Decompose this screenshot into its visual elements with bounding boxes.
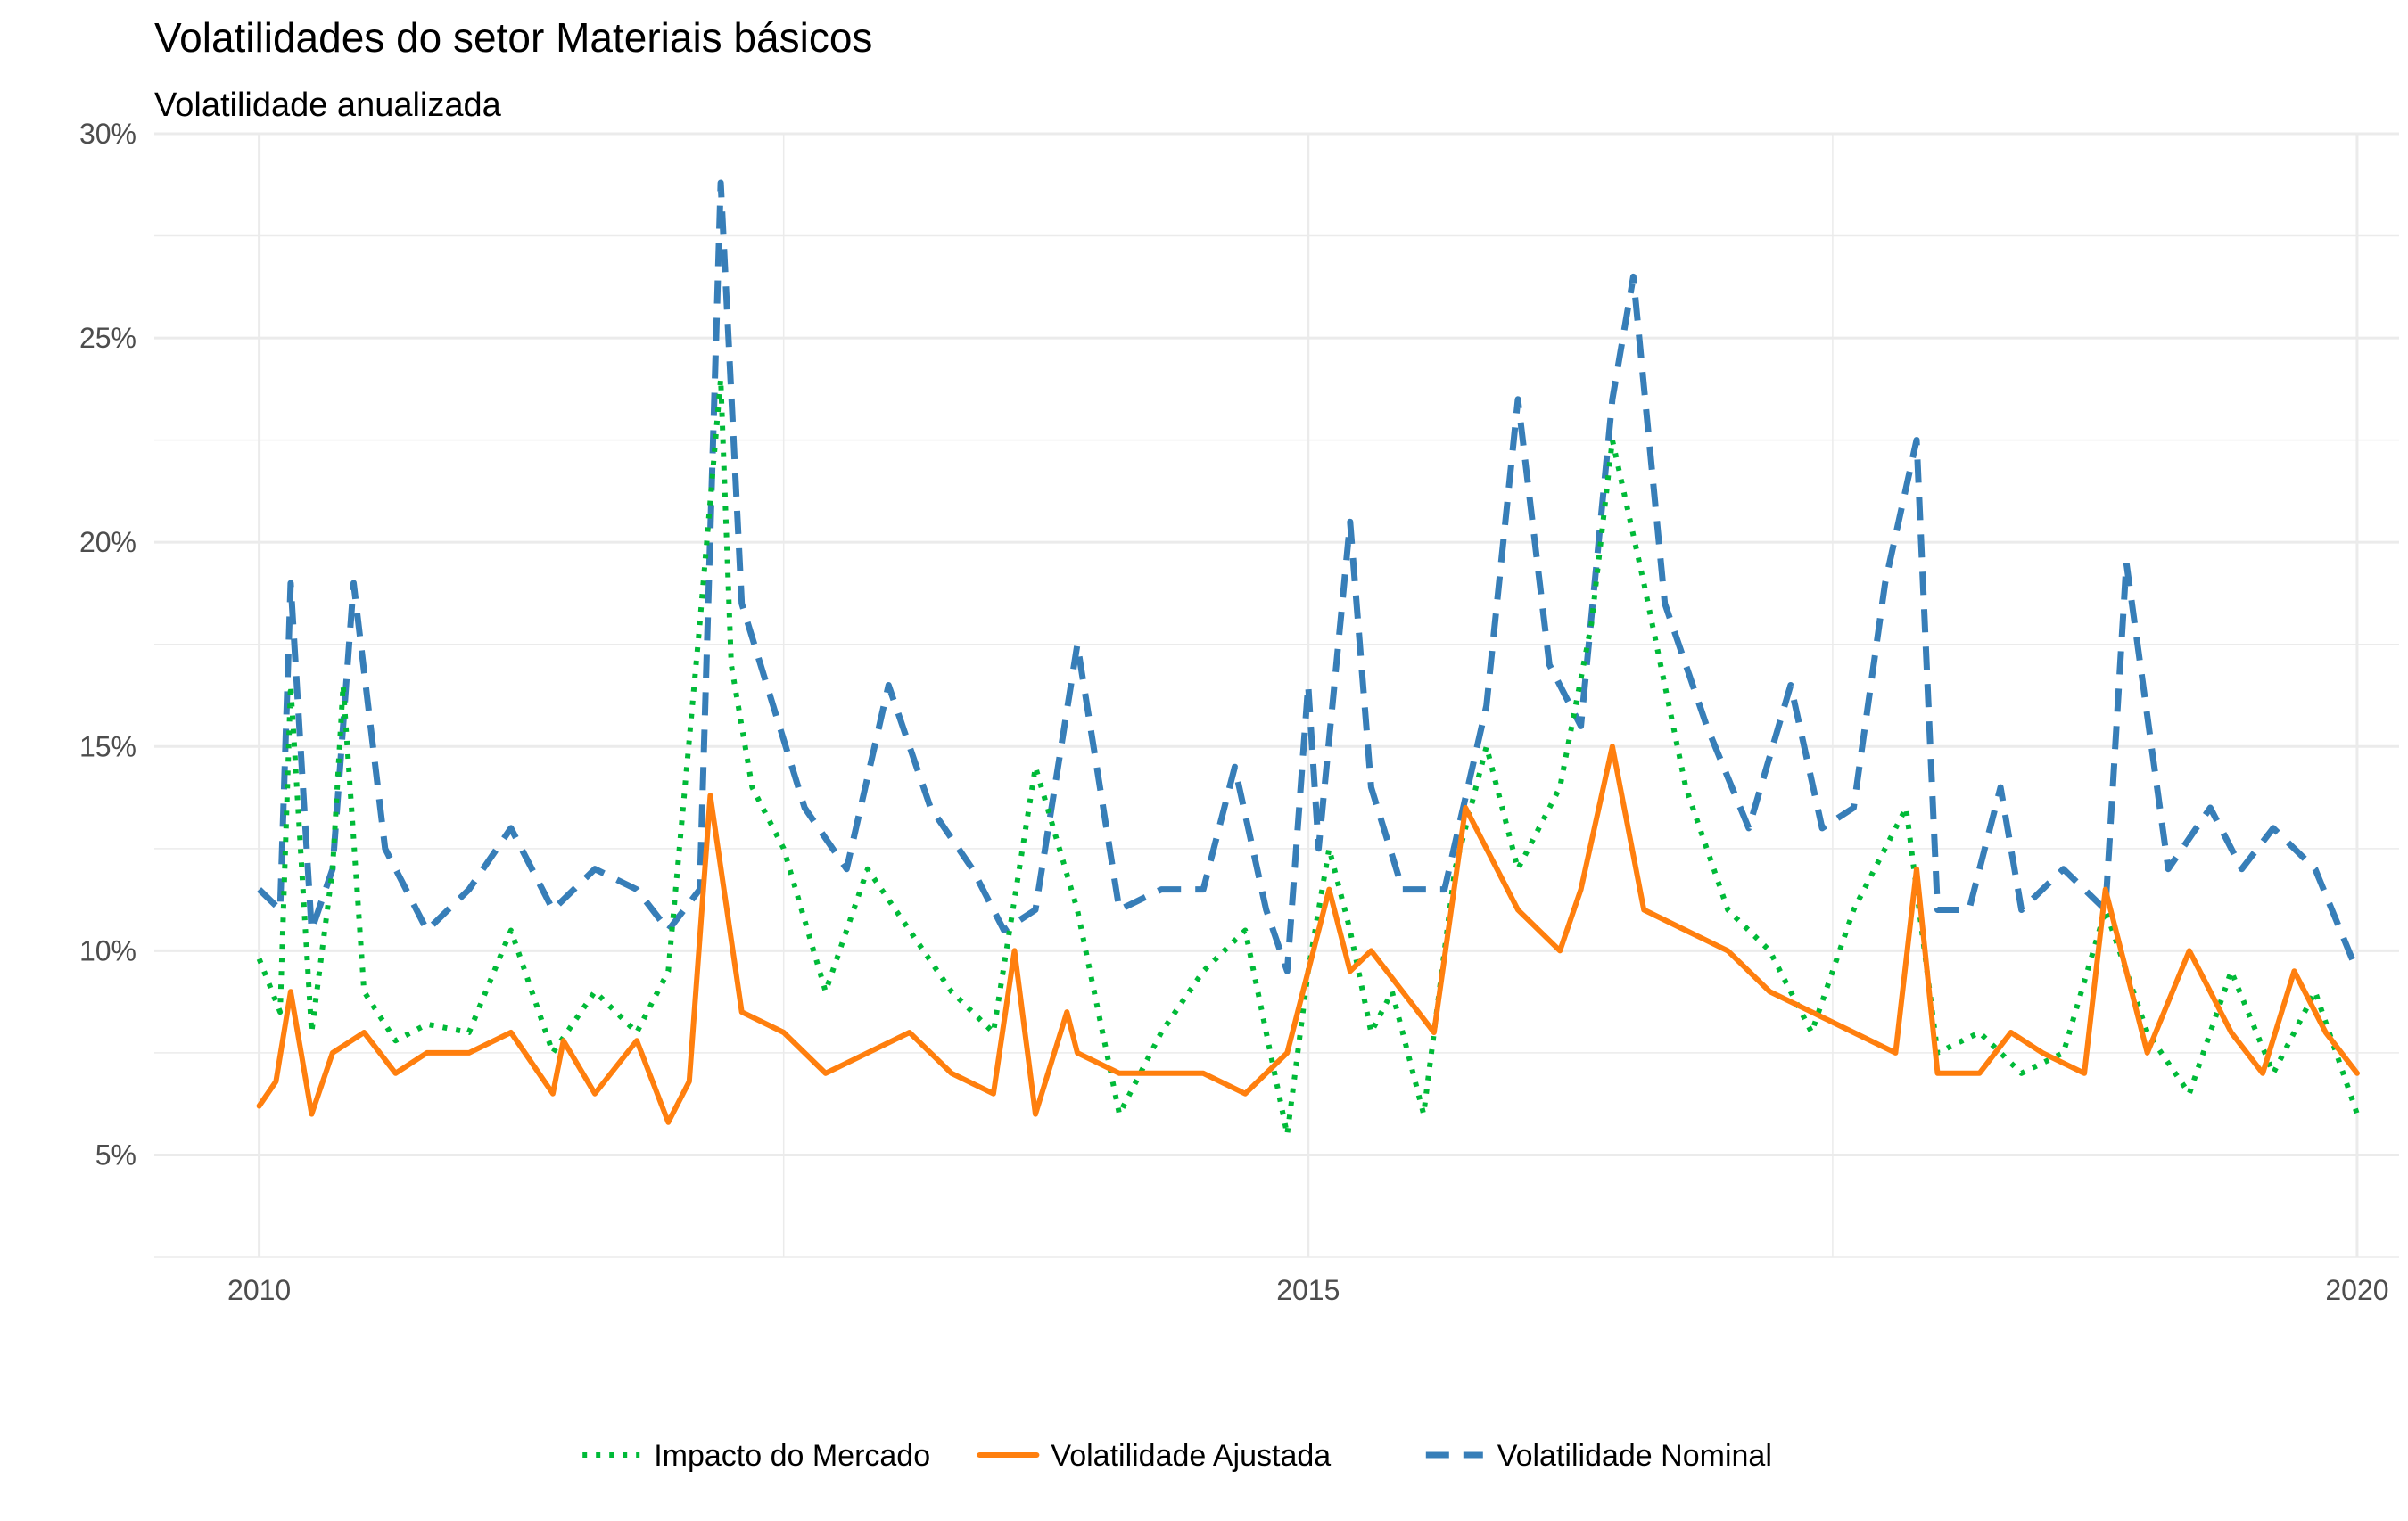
x-tick-label: 2020	[2325, 1274, 2388, 1306]
y-tick-label: 20%	[79, 526, 136, 558]
grid-major	[154, 132, 2399, 1257]
y-tick-label: 5%	[95, 1139, 136, 1171]
x-axis-ticks: 2010 2015 2020	[227, 1274, 2389, 1306]
x-tick-label: 2010	[227, 1274, 291, 1306]
legend: Impacto do Mercado Volatilidade Ajustada V…	[582, 1439, 1772, 1473]
series-layer	[256, 179, 2361, 1138]
y-axis-ticks: 5% 10% 15% 20% 25% 30%	[79, 118, 136, 1171]
x-tick-label: 2015	[1276, 1274, 1340, 1306]
grid-minor	[154, 134, 2399, 1258]
y-tick-label: 15%	[79, 730, 136, 762]
chart-subtitle: Volatilidade anualizada	[154, 86, 502, 124]
y-tick-label: 30%	[79, 118, 136, 150]
series-line-volatilidade-nominal	[257, 179, 2361, 974]
y-tick-label: 10%	[79, 934, 136, 966]
chart-title: Volatilidades do setor Materiais básicos	[154, 14, 872, 61]
legend-label-volatilidade-ajustada: Volatilidade Ajustada	[1051, 1439, 1331, 1473]
y-tick-label: 25%	[79, 322, 136, 354]
series-line-volatilidade-ajustada	[256, 744, 2360, 1125]
legend-label-volatilidade-nominal: Volatilidade Nominal	[1497, 1439, 1772, 1473]
legend-label-impacto-do-mercado: Impacto do Mercado	[654, 1439, 930, 1473]
